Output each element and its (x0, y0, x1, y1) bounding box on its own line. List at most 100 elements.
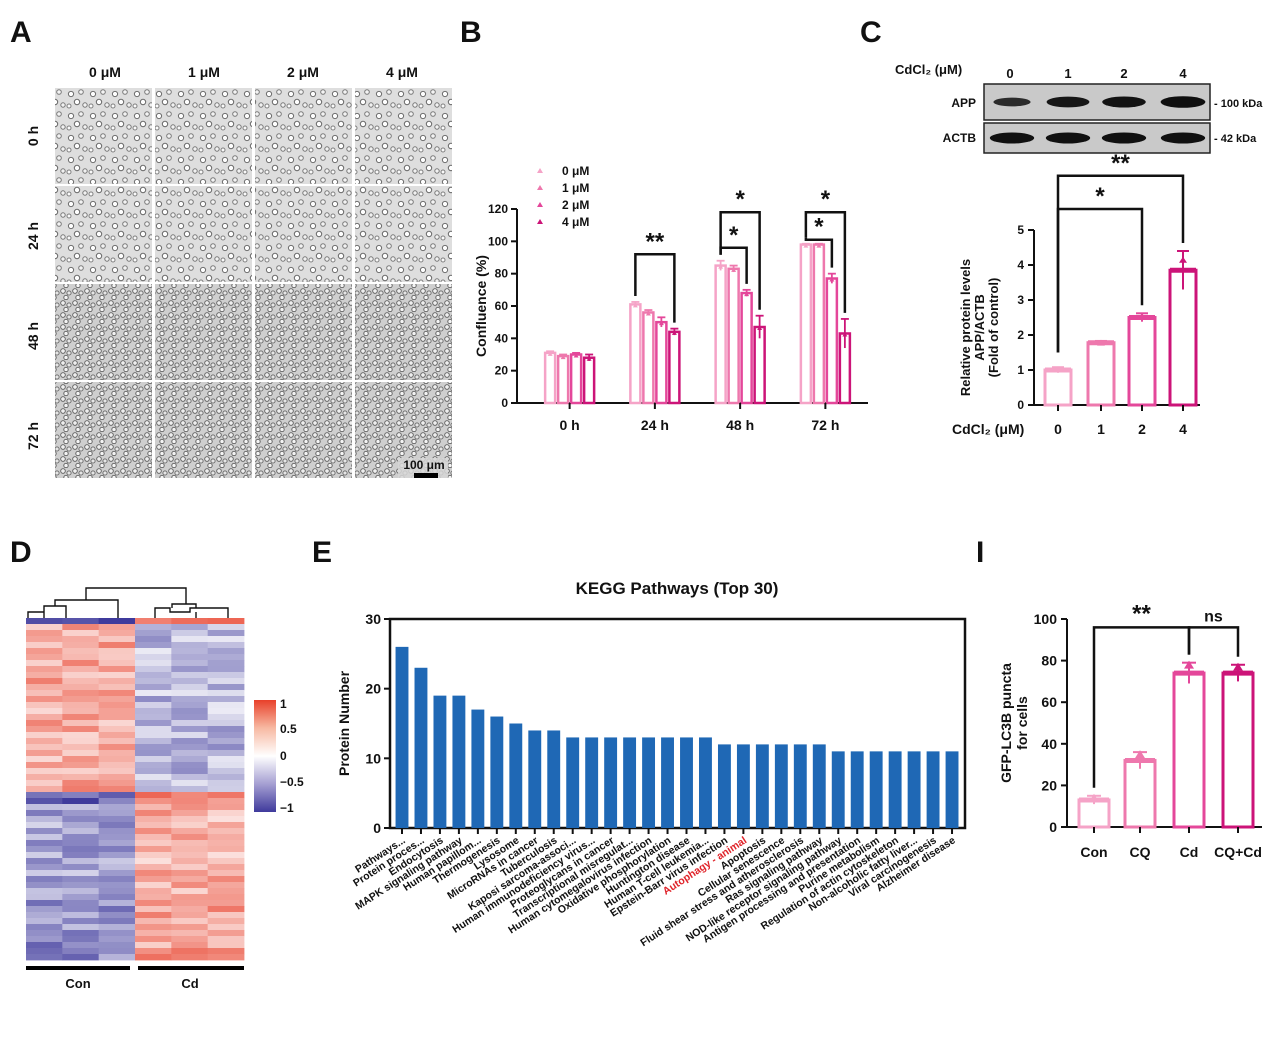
heatmap-cell (62, 942, 100, 949)
data-point (658, 321, 664, 326)
bar (926, 751, 940, 828)
heatmap-cell (135, 858, 172, 865)
x-tick-label: 2 (1138, 421, 1146, 437)
heatmap-cell (135, 942, 172, 949)
plot-frame (388, 617, 967, 830)
heatmap-cell (171, 810, 209, 817)
heatmap-cell (171, 696, 209, 703)
data-point (1054, 366, 1062, 373)
heatmap-cell (62, 906, 100, 913)
y-axis-label: Protein Number (336, 670, 352, 776)
bar (509, 723, 523, 828)
heatmap-cell (26, 714, 63, 721)
heatmap-cell (26, 792, 63, 799)
heatmap-cell (207, 918, 245, 925)
bar (471, 709, 485, 828)
heatmap-cell (135, 948, 172, 955)
heatmap-cell (26, 696, 63, 703)
heatmap-cell (171, 864, 209, 871)
bar (642, 737, 656, 828)
heatmap-cell (171, 780, 209, 787)
bar (642, 311, 655, 405)
data-point (1184, 660, 1194, 669)
y-tick-label: 0 (1049, 819, 1057, 835)
heatmap-cell (26, 630, 63, 637)
heatmap-cell (98, 924, 136, 931)
heatmap-cell (26, 672, 63, 679)
y-axis-label-line: for cells (1014, 696, 1030, 750)
heatmap-cell (171, 690, 209, 697)
heatmap-cell (171, 636, 209, 643)
heatmap-cell (62, 732, 100, 739)
heatmap-cells (26, 618, 245, 961)
heatmap-cell (171, 678, 209, 685)
heatmap-cell (207, 630, 245, 637)
bar (668, 330, 681, 405)
heatmap-cell (207, 912, 245, 919)
y-axis-label-line: Relative protein levels (958, 259, 973, 396)
heatmap-cell (26, 948, 63, 955)
heatmap-cell (26, 624, 63, 631)
heatmap-cell (207, 684, 245, 691)
heatmap-cell (207, 888, 245, 895)
bar (831, 751, 845, 828)
heatmap-cell (62, 696, 100, 703)
panel-label-i: I (976, 536, 984, 569)
heatmap-cell (62, 792, 100, 799)
heatmap-cell (207, 936, 245, 943)
heatmap-cell (98, 648, 136, 655)
colorbar-tick-3: −0.5 (280, 775, 304, 789)
panel-c-app-chart: 0 1 2 3 4 5 Relative protein levels APP/ACTB (Fo… (952, 150, 1200, 437)
heatmap-cell (98, 804, 136, 811)
heatmap-cell (207, 642, 245, 649)
significance-mark: * (729, 222, 739, 249)
heatmap-cell (207, 804, 245, 811)
heatmap-cell (26, 804, 63, 811)
y-axis-label-line: GFP-LC3B puncta (998, 663, 1014, 783)
heatmap-cell (171, 870, 209, 877)
heatmap-cell (135, 774, 172, 781)
heatmap-cell (207, 924, 245, 931)
blot-bands (989, 96, 1206, 144)
heatmap-cell (135, 696, 172, 703)
legend-label: 0 μM (562, 164, 589, 178)
colorbar-tick-0: 1 (280, 697, 287, 711)
heatmap-cell (207, 780, 245, 787)
y-tick-label: 60 (1041, 694, 1057, 710)
data-point (731, 267, 737, 272)
heatmap-cell (62, 690, 100, 697)
heatmap-cell (135, 792, 172, 799)
bar (490, 716, 504, 828)
x-tick-label: Cd (1180, 844, 1199, 860)
blot-lane-3: 4 (1179, 66, 1187, 81)
panel-b-confluence-chart: 0 20 40 60 80 100 120 Confluence (%) 0 h 24 h 48 h… (473, 164, 868, 433)
heatmap-cell (171, 846, 209, 853)
heatmap-cell (98, 918, 136, 925)
heatmap-cell (207, 666, 245, 673)
bar (452, 695, 466, 828)
heatmap-cell (207, 954, 245, 961)
heatmap-cell (62, 924, 100, 931)
bar (582, 356, 596, 405)
legend-label: 2 μM (562, 198, 589, 212)
heatmap-cell (171, 642, 209, 649)
heatmap-cell (62, 774, 100, 781)
heatmap-cell (171, 834, 209, 841)
heatmap-cell (26, 690, 63, 697)
blot-band (1102, 96, 1146, 108)
bar (680, 737, 693, 828)
heatmap-cell (62, 672, 100, 679)
x-tick-label: 0 h (560, 417, 580, 433)
x-tick-label: CQ (1130, 844, 1151, 860)
heatmap-cell (135, 702, 172, 709)
blot-band (1046, 96, 1090, 108)
col-label-3: 4 μM (386, 64, 418, 80)
heatmap-cell (98, 846, 136, 853)
heatmap-cell (171, 858, 209, 865)
heatmap-cell (135, 684, 172, 691)
panel-label-c: C (860, 16, 882, 49)
row-label-0: 0 h (25, 126, 41, 146)
blot-lane-1: 1 (1064, 66, 1071, 81)
heatmap-cell (171, 738, 209, 745)
heatmap-cell (98, 798, 136, 805)
